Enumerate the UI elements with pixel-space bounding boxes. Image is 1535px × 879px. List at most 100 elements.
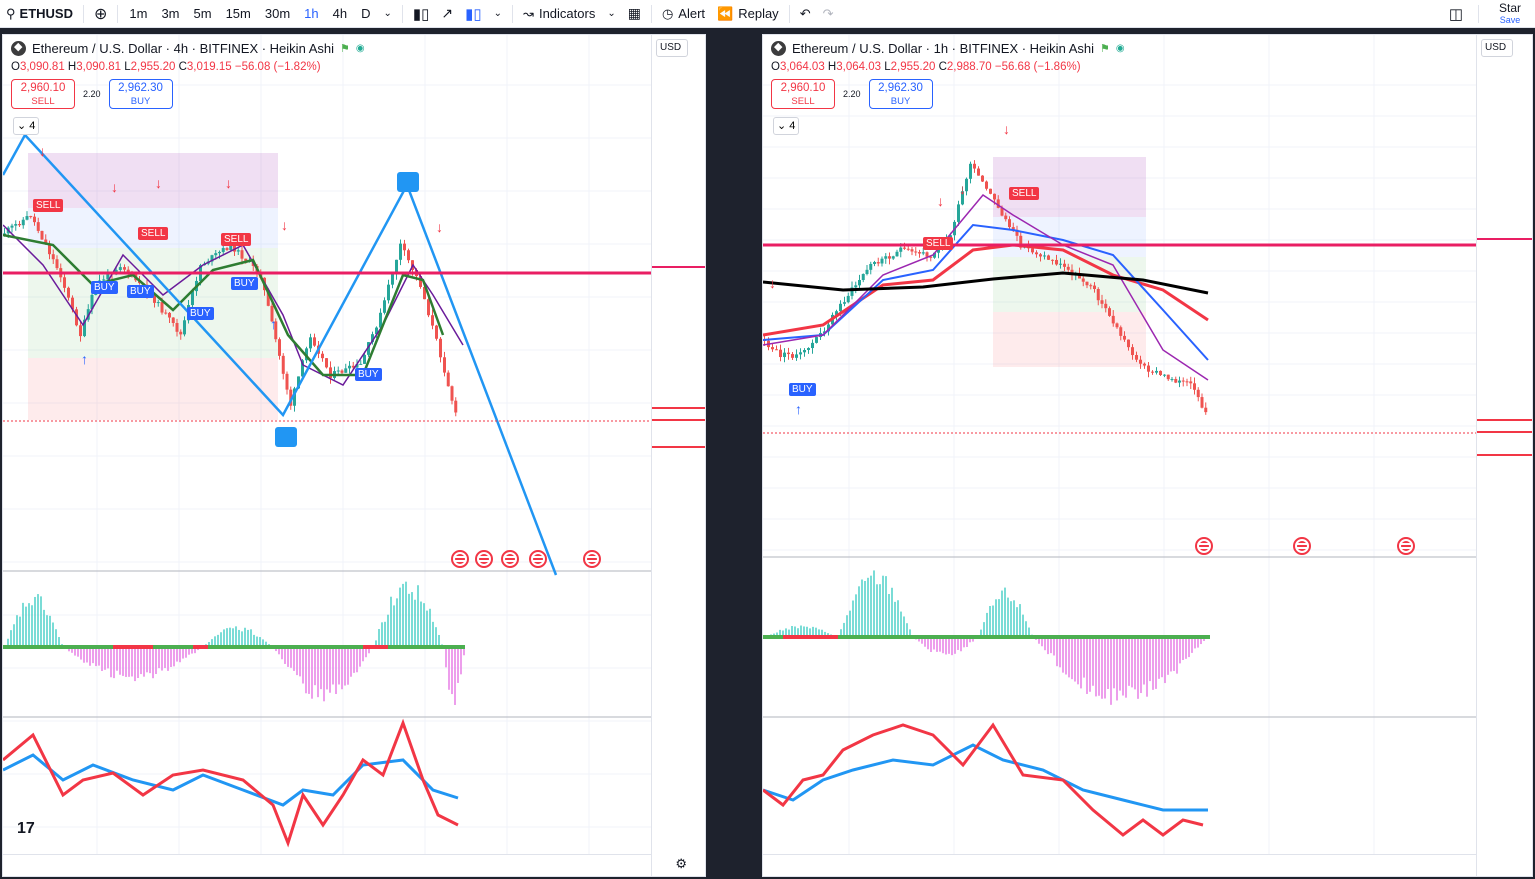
chart-pane-left[interactable]: Ethereum / U.S. Dollar · 4h · BITFINEX ·…: [2, 34, 706, 877]
candle-body: [1031, 248, 1034, 253]
indicator-legend-toggle[interactable]: ⌄ 4: [13, 117, 39, 135]
symbol-search[interactable]: ⚲ ETHUSD: [0, 0, 79, 28]
divider: [650, 4, 652, 23]
candle-body: [446, 372, 450, 387]
candle-body: [391, 274, 394, 285]
buy-signal-marker: BUY: [231, 277, 258, 290]
candle-body: [67, 287, 70, 298]
candle-body: [75, 309, 78, 326]
trade-buttons: 2,960.10 SELL 2.20 2,962.30 BUY: [771, 79, 933, 109]
candle-body: [1111, 315, 1115, 324]
replay-label: Replay: [738, 6, 779, 21]
sell-button[interactable]: 2,960.10 SELL: [771, 79, 835, 109]
price-axis[interactable]: USD: [651, 35, 705, 876]
hline-price-tag: [652, 266, 705, 268]
profit-zone: [993, 257, 1146, 312]
arrow-down-icon: ↓: [937, 193, 944, 209]
candle-body: [823, 331, 826, 334]
rsi-line: [763, 722, 1204, 837]
compare-button[interactable]: ⊕: [88, 0, 113, 28]
right-chart-canvas[interactable]: [763, 35, 1533, 877]
economic-event-flag-icon[interactable]: [475, 550, 493, 568]
candle-body: [1015, 229, 1019, 236]
fullscreen-button[interactable]: ◫: [1443, 0, 1469, 28]
candle-body: [843, 302, 846, 304]
chevron-down-icon: ⌄: [493, 8, 503, 19]
economic-event-flag-icon[interactable]: [583, 550, 601, 568]
candle-body: [981, 175, 984, 182]
indicators-dropdown[interactable]: ⌄: [601, 0, 621, 28]
line-style-button[interactable]: ↗: [435, 0, 459, 28]
timeframe-30m[interactable]: 30m: [264, 6, 291, 21]
status-dot-icon: ◉: [1115, 43, 1125, 54]
candle-body: [403, 243, 406, 251]
replay-button[interactable]: ⏪ Replay: [711, 0, 785, 28]
candle-body: [351, 365, 355, 368]
chevron-down-icon: ⌄: [777, 120, 787, 132]
economic-event-flag-icon[interactable]: [1397, 537, 1415, 555]
economic-event-flag-icon[interactable]: [451, 550, 469, 568]
indicators-button[interactable]: ↝ Indicators: [517, 0, 601, 28]
current-price-tag: [1477, 419, 1532, 421]
chart-line-icon: ↗: [441, 5, 454, 21]
candle-body: [1035, 252, 1038, 255]
timeframe-4h[interactable]: 4h: [332, 6, 348, 21]
candle-body: [1131, 347, 1134, 356]
candle-body: [348, 365, 351, 369]
left-chart-canvas[interactable]: [3, 35, 706, 877]
sell-button[interactable]: 2,960.10 SELL: [11, 79, 75, 109]
spread-value: 2.20: [83, 89, 101, 99]
timeframe-1h[interactable]: 1h: [304, 6, 319, 21]
timeframe-d[interactable]: D: [361, 6, 371, 21]
layouts-button[interactable]: ▦: [622, 0, 647, 28]
economic-event-flag-icon[interactable]: [529, 550, 547, 568]
candle-body: [126, 269, 130, 274]
candle-body: [183, 320, 186, 335]
price-axis[interactable]: USD: [1476, 35, 1532, 876]
chart-pane-right[interactable]: Ethereum / U.S. Dollar · 1h · BITFINEX ·…: [762, 34, 1533, 877]
buy-button[interactable]: 2,962.30 BUY: [868, 79, 933, 109]
sell-signal-marker: SELL: [923, 237, 954, 250]
settings-gear-icon[interactable]: ⚙: [675, 856, 687, 871]
alert-label: Alert: [678, 6, 706, 21]
candle-body: [775, 349, 778, 351]
buy-button[interactable]: 2,962.30 BUY: [108, 79, 173, 109]
candle-body: [910, 249, 914, 252]
star-save-button[interactable]: Star Save: [1499, 2, 1521, 26]
bar-style-button[interactable]: ▮▯: [407, 0, 436, 28]
chart-type-dropdown[interactable]: ⌄: [488, 0, 508, 28]
indicator-legend-toggle[interactable]: ⌄ 4: [773, 117, 799, 135]
alert-button[interactable]: ◷ Alert: [656, 0, 711, 28]
currency-selector[interactable]: USD: [1481, 39, 1513, 57]
currency-label: USD: [1485, 42, 1507, 53]
candle-body: [281, 355, 285, 374]
buy-signal-marker: BUY: [127, 285, 154, 298]
economic-event-flag-icon[interactable]: [1293, 537, 1311, 555]
timeframe-5m[interactable]: 5m: [193, 6, 212, 21]
candle-body: [876, 262, 880, 264]
candle-body: [1159, 370, 1162, 376]
candle-body: [957, 204, 960, 222]
timeframe-1m[interactable]: 1m: [129, 6, 148, 21]
timeframe-dropdown[interactable]: ⌄: [378, 0, 398, 28]
time-axis[interactable]: [763, 854, 1476, 876]
redo-button[interactable]: ↷: [817, 0, 840, 28]
undo-button[interactable]: ↶: [794, 0, 817, 28]
candle-body: [175, 322, 179, 332]
timeframe-15m[interactable]: 15m: [225, 6, 251, 21]
candle-body: [846, 295, 850, 303]
candle-body: [225, 248, 229, 250]
change-value: −56.68 (−1.86%): [994, 61, 1081, 73]
time-axis[interactable]: [3, 854, 651, 876]
candle-body: [985, 181, 988, 189]
heikin-ashi-button[interactable]: ▮▯: [459, 0, 488, 28]
chart-title: Ethereum / U.S. Dollar · 4h · BITFINEX ·…: [32, 41, 334, 56]
candle-body: [933, 252, 936, 258]
economic-event-flag-icon[interactable]: [1195, 537, 1213, 555]
buy-price: 2,962.30: [878, 82, 923, 94]
currency-selector[interactable]: USD: [656, 39, 688, 57]
economic-event-flag-icon[interactable]: [501, 550, 519, 568]
candle-body: [949, 235, 952, 238]
candle-body: [375, 327, 378, 335]
timeframe-3m[interactable]: 3m: [161, 6, 180, 21]
